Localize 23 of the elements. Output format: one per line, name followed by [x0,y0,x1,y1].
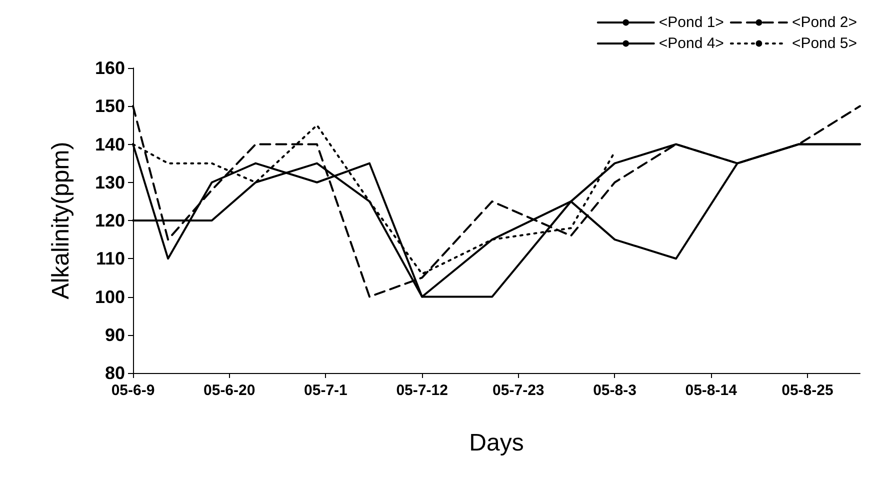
y-tick-label: 90 [104,324,125,345]
x-tick-label: 05-8-14 [685,382,738,399]
y-tick-label: 160 [94,58,125,78]
legend-label: <Pond 4> [658,35,724,52]
x-tick-label: 05-7-1 [304,382,348,399]
legend-label: <Pond 1> [658,14,724,31]
y-tick-label: 120 [94,210,125,230]
x-tick-label: 05-7-23 [492,382,544,399]
y-tick-label: 150 [94,96,125,116]
x-tick-label: 05-8-3 [593,382,636,399]
x-tick-label: 05-6-9 [111,382,155,399]
y-tick-label: 100 [94,286,125,307]
y-tick-label: 110 [96,248,125,269]
legend-label: <Pond 5> [792,35,858,52]
legend-label: <Pond 2> [792,14,858,31]
y-tick-label: 80 [104,363,125,383]
x-tick-label: 05-8-25 [782,382,834,399]
y-tick-label: 130 [94,172,125,192]
x-tick-label: 05-6-20 [204,382,256,399]
x-tick-label: 05-7-12 [396,382,448,399]
x-axis-title: Days [469,430,524,456]
y-tick-label: 140 [94,134,125,154]
y-axis-title: Alkalinity(ppm) [48,142,74,300]
